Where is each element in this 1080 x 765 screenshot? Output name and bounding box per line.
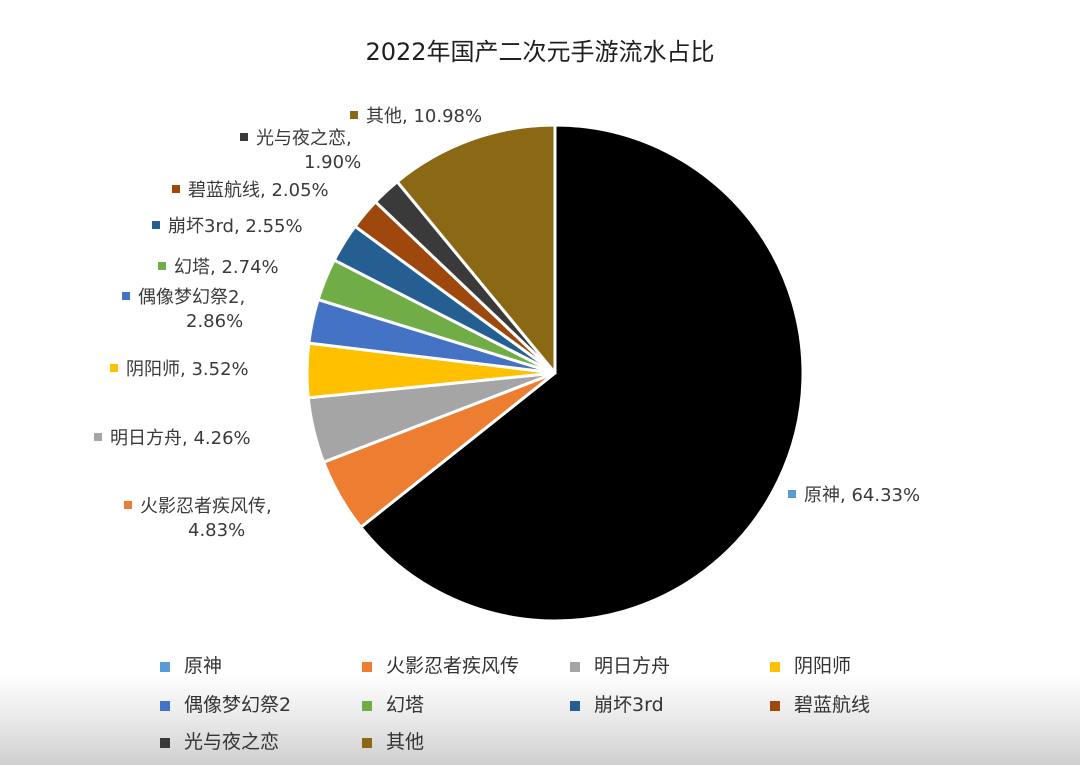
data-label: 碧蓝航线, 2.05% xyxy=(188,180,329,201)
legend-label: 幻塔 xyxy=(386,694,424,716)
data-label: 其他, 10.98% xyxy=(366,106,482,127)
data-label: 幻塔, 2.74% xyxy=(174,257,279,278)
data-label-key xyxy=(350,111,358,119)
pie-slices xyxy=(305,123,805,623)
legend-label: 明日方舟 xyxy=(594,655,670,677)
legend-key xyxy=(770,701,780,711)
legend-key xyxy=(160,662,170,672)
data-label: 明日方舟, 4.26% xyxy=(110,428,251,449)
legend-key xyxy=(570,701,580,711)
data-label-key xyxy=(240,133,248,141)
data-labels: 原神, 64.33% 火影忍者疾风传, 4.83% 明日方舟, 4.26% 阴阳师, 3… xyxy=(94,106,920,541)
legend-key xyxy=(362,738,372,748)
legend-label: 火影忍者疾风传 xyxy=(386,655,519,677)
legend-key xyxy=(160,701,170,711)
pie-slice xyxy=(359,123,805,623)
data-label-key xyxy=(110,364,118,372)
legend-key xyxy=(362,662,372,672)
legend-label: 碧蓝航线 xyxy=(794,694,870,716)
legend-label: 原神 xyxy=(184,655,222,677)
data-label-key xyxy=(158,262,166,270)
data-label: 原神, 64.33% xyxy=(804,485,920,506)
legend-key xyxy=(570,662,580,672)
data-label: 火影忍者疾风传, 4.83% xyxy=(140,496,272,541)
legend-label: 光与夜之恋 xyxy=(184,731,279,753)
legend-key xyxy=(770,662,780,672)
legend-label: 其他 xyxy=(386,731,424,753)
legend-label: 偶像梦幻祭2 xyxy=(184,694,291,716)
legend-label: 崩坏3rd xyxy=(594,694,664,716)
pie-slice xyxy=(395,123,557,375)
data-label-key xyxy=(788,490,796,498)
data-label-key xyxy=(152,221,160,229)
data-label-key xyxy=(124,501,132,509)
data-label-key xyxy=(122,292,130,300)
legend-label: 阴阳师 xyxy=(794,655,851,677)
watermark: bilibili xyxy=(976,20,1060,48)
data-label: 阴阳师, 3.52% xyxy=(126,359,249,380)
data-label-key xyxy=(172,185,180,193)
data-label: 崩坏3rd, 2.55% xyxy=(168,216,303,237)
legend-key xyxy=(160,738,170,748)
data-label: 偶像梦幻祭2, 2.86% xyxy=(138,287,245,332)
chart-title: 2022年国产二次元手游流水占比 xyxy=(365,38,714,66)
data-label: 光与夜之恋, 1.90% xyxy=(256,127,361,173)
legend-key xyxy=(362,701,372,711)
data-label-key xyxy=(94,433,102,441)
